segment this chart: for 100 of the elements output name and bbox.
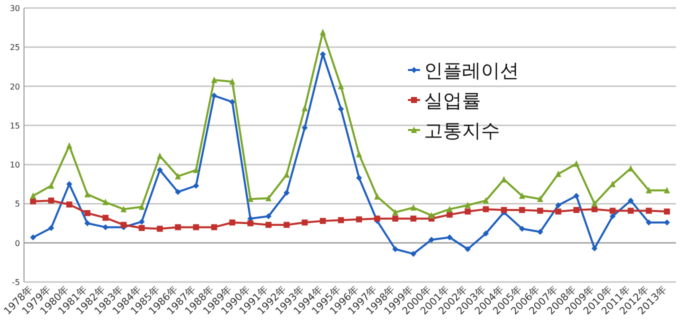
point bbox=[302, 104, 308, 112]
point bbox=[30, 198, 36, 204]
point bbox=[356, 174, 362, 181]
y-tick-label: 20 bbox=[10, 82, 20, 92]
point bbox=[48, 182, 54, 189]
point bbox=[464, 208, 471, 215]
point bbox=[410, 204, 416, 211]
point bbox=[628, 164, 634, 172]
point bbox=[500, 206, 507, 213]
point bbox=[247, 220, 254, 226]
point bbox=[628, 198, 634, 204]
point bbox=[84, 220, 90, 226]
legend-label: 고통지수 bbox=[424, 120, 500, 142]
point bbox=[338, 106, 344, 112]
point bbox=[500, 176, 507, 182]
point bbox=[84, 210, 90, 216]
point bbox=[428, 212, 434, 218]
point bbox=[555, 170, 562, 177]
point bbox=[138, 218, 145, 225]
point bbox=[156, 167, 163, 174]
point bbox=[664, 186, 670, 194]
point bbox=[211, 92, 218, 99]
point bbox=[338, 217, 344, 224]
point bbox=[174, 224, 181, 230]
point bbox=[610, 180, 616, 188]
point bbox=[356, 150, 362, 158]
point bbox=[573, 206, 580, 213]
point bbox=[356, 216, 362, 222]
point bbox=[284, 171, 290, 178]
point bbox=[410, 250, 416, 257]
point bbox=[592, 245, 598, 252]
legend-label: 인플레이션 bbox=[424, 60, 519, 82]
point bbox=[482, 206, 489, 212]
point bbox=[320, 218, 326, 224]
point bbox=[66, 181, 72, 188]
point bbox=[284, 190, 290, 196]
point bbox=[174, 172, 181, 180]
point bbox=[48, 198, 54, 204]
point bbox=[193, 166, 200, 174]
point bbox=[610, 213, 616, 220]
point bbox=[646, 208, 652, 214]
point bbox=[211, 224, 218, 230]
point bbox=[592, 206, 598, 212]
point bbox=[610, 208, 616, 214]
point bbox=[446, 212, 453, 218]
y-tick-label: 5 bbox=[14, 200, 20, 209]
point bbox=[592, 200, 598, 207]
point bbox=[519, 192, 526, 199]
point bbox=[519, 226, 526, 232]
y-tick-label: 30 bbox=[10, 4, 20, 13]
point bbox=[266, 222, 272, 228]
y-tick-label: -5 bbox=[12, 278, 20, 287]
point bbox=[664, 208, 670, 215]
point bbox=[102, 224, 108, 230]
point bbox=[30, 192, 36, 199]
point bbox=[156, 226, 163, 232]
point bbox=[120, 206, 127, 212]
y-tick-label: 0 bbox=[14, 238, 20, 248]
point bbox=[374, 193, 380, 200]
point bbox=[66, 142, 72, 149]
point bbox=[102, 198, 108, 206]
point bbox=[229, 220, 236, 226]
point bbox=[138, 224, 145, 231]
point bbox=[537, 228, 544, 235]
point bbox=[120, 222, 127, 228]
point bbox=[446, 206, 453, 212]
point bbox=[211, 76, 218, 84]
point bbox=[482, 197, 489, 204]
point bbox=[102, 214, 108, 221]
point bbox=[392, 216, 398, 222]
point bbox=[229, 78, 236, 85]
point bbox=[555, 202, 562, 208]
point bbox=[247, 196, 254, 202]
point bbox=[410, 216, 416, 222]
point bbox=[464, 202, 471, 208]
legend-label: 실업률 bbox=[424, 90, 481, 112]
point bbox=[392, 208, 398, 216]
point bbox=[428, 236, 434, 243]
point bbox=[84, 190, 90, 198]
point bbox=[537, 196, 544, 202]
y-tick-label: 15 bbox=[10, 121, 20, 130]
point bbox=[30, 234, 36, 240]
point bbox=[48, 224, 54, 231]
point bbox=[302, 220, 308, 226]
point bbox=[193, 224, 200, 230]
point bbox=[174, 188, 181, 195]
point bbox=[537, 208, 544, 214]
point bbox=[482, 230, 489, 236]
point bbox=[320, 28, 326, 36]
point bbox=[302, 124, 308, 131]
point bbox=[138, 203, 145, 210]
point bbox=[193, 182, 200, 189]
point bbox=[519, 206, 526, 213]
point bbox=[628, 208, 634, 214]
point bbox=[573, 192, 580, 199]
point bbox=[555, 208, 562, 215]
y-tick-label: 10 bbox=[10, 160, 20, 170]
y-tick-label: 25 bbox=[10, 43, 20, 52]
point bbox=[156, 152, 163, 159]
point bbox=[646, 186, 652, 194]
